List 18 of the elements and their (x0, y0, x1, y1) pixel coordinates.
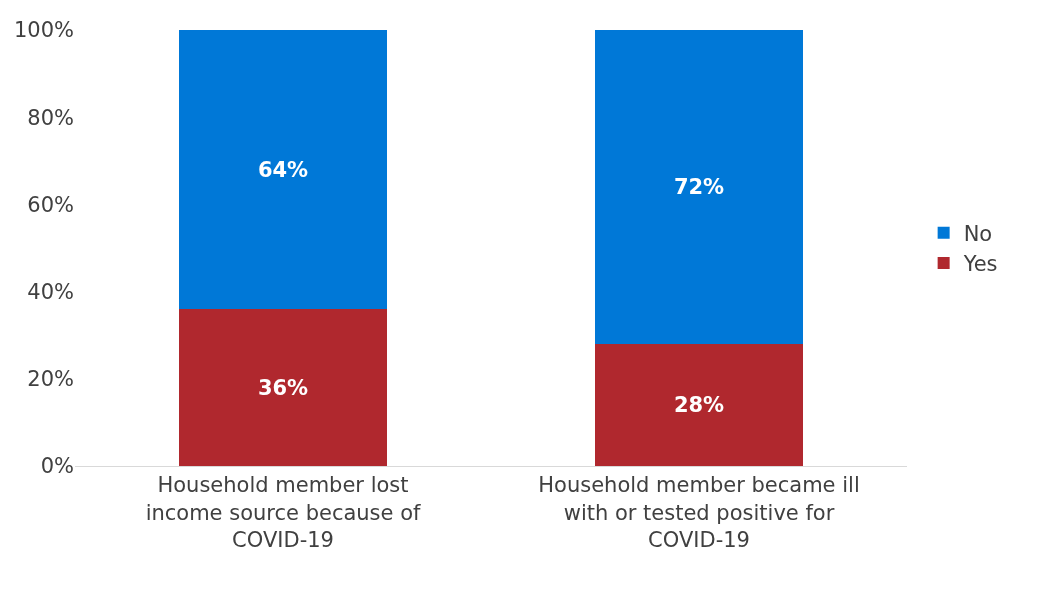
y-tick-label: 80% (27, 105, 74, 130)
data-label: 28% (673, 392, 725, 417)
bar (179, 309, 387, 466)
y-tick-label: 100% (13, 18, 74, 43)
x-tick-label: Household member lost income source because of COVID-19 (145, 473, 421, 552)
legend-label: Yes (962, 252, 998, 277)
bar (179, 30, 387, 310)
bar (595, 343, 803, 466)
y-tick-label: 20% (27, 367, 74, 392)
data-label: 36% (257, 375, 309, 400)
data-label: 64% (257, 157, 309, 182)
legend-label: No (963, 221, 993, 246)
x-tick-label: Household member became ill with or tested positive for COVID-19 (538, 473, 860, 552)
bar (595, 30, 803, 344)
y-tick-label: 0% (40, 454, 74, 479)
y-tick-label: 40% (27, 279, 74, 304)
data-label: 72% (673, 174, 725, 199)
y-tick-label: 60% (27, 192, 74, 217)
